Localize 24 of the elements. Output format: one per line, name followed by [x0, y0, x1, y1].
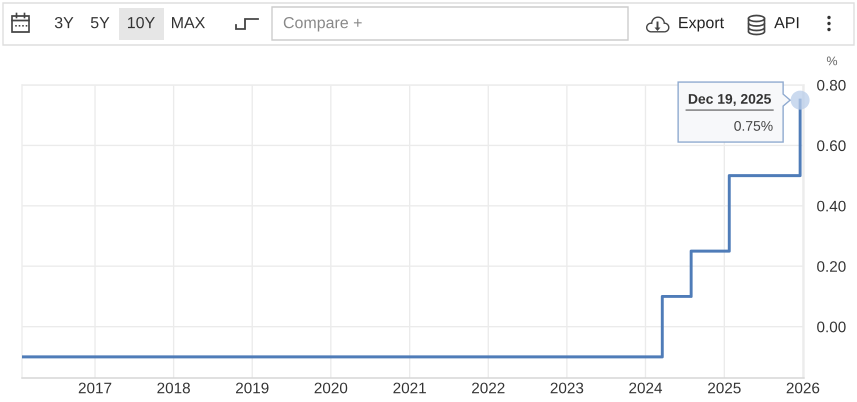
- x-tick-label: 2018: [157, 382, 190, 394]
- x-tick-label: 2021: [393, 382, 426, 394]
- text: MAX: [172, 17, 205, 28]
- text: Compare +: [284, 16, 362, 32]
- y-axis-title: %: [826, 56, 838, 66]
- x-tick-label: 2019: [236, 382, 268, 394]
- text: 5Y: [90, 17, 110, 28]
- x-tick-label: 2024: [629, 382, 662, 394]
- text: Export: [679, 17, 724, 32]
- y-tick-label: 0.80: [817, 80, 846, 91]
- text: API: [774, 17, 798, 28]
- text: 3Y: [54, 16, 74, 28]
- x-tick-label: 2025: [708, 382, 741, 394]
- x-tick-label: 2022: [472, 382, 504, 394]
- y-tick-label: 0.60: [817, 140, 846, 152]
- y-tick-label: 0.40: [817, 200, 846, 212]
- text: 10Y: [128, 16, 155, 28]
- annotation: Dec 19, 2025 0.75%: [688, 94, 773, 131]
- x-tick-label: 2023: [550, 382, 584, 394]
- x-tick-label: 2026: [786, 382, 820, 394]
- y-tick-label: 0.00: [817, 322, 846, 332]
- y-tick-label: 0.20: [817, 261, 846, 272]
- x-tick-label: 2017: [78, 382, 112, 394]
- x-tick-label: 2020: [314, 382, 348, 394]
